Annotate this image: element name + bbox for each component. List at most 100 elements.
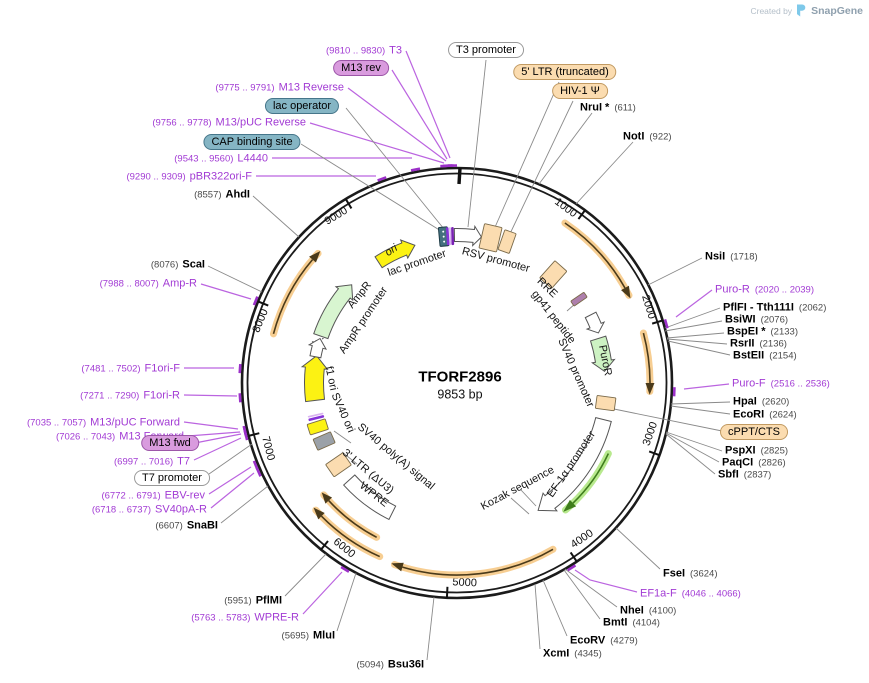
enzyme-label-noti[interactable]: NotI (922) [623, 129, 672, 144]
enzyme-name: AhdI [225, 188, 250, 201]
enzyme-label-nrui[interactable]: NruI * (611) [580, 100, 636, 115]
enzyme-label-hpai[interactable]: HpaI (2620) [733, 394, 789, 409]
enzyme-line-bsu36i [426, 596, 435, 661]
enzyme-name: BstEII [733, 349, 765, 362]
enzyme-label-scai[interactable]: (8076) ScaI [151, 257, 205, 272]
enzyme-label-fsei[interactable]: FseI (3624) [663, 566, 717, 581]
f1-ori-arrow[interactable] [300, 355, 329, 403]
enzyme-pos: (4100) [648, 605, 677, 617]
cap-binding-site-feature-dot-1 [442, 235, 445, 238]
puror-arrow[interactable] [589, 335, 616, 373]
enzyme-label-nhei[interactable]: NheI (4100) [620, 603, 676, 618]
m13-rev-stripe-shape [451, 227, 455, 246]
enzyme-name: EcoRI [733, 408, 765, 421]
primer-name: F1ori-R [143, 389, 180, 402]
primer-label-pbr322ori-f[interactable]: (9290 .. 9309) pBR322ori-F [126, 169, 252, 184]
enzyme-line-sbfi [665, 433, 716, 475]
primer-stripe-b[interactable] [307, 412, 324, 418]
feature-chip-5-ltr-truncated[interactable]: 5' LTR (truncated) [513, 64, 617, 80]
enzyme-line-pspxi [665, 431, 723, 452]
enzyme-label-bsiwi[interactable]: BsiWI (2076) [725, 312, 788, 327]
primer-label-l4440[interactable]: (9543 .. 9560) L4440 [174, 151, 268, 166]
enzyme-label-bspei[interactable]: BspEI * (2133) [727, 324, 798, 339]
primer-range: (9543 .. 9560) [174, 153, 234, 165]
primer-label-m13-reverse[interactable]: (9775 .. 9791) M13 Reverse [215, 80, 344, 95]
primer-label-f1ori-f[interactable]: (7481 .. 7502) F1ori-F [81, 361, 180, 376]
primer-label-ef1a-f[interactable]: EF1a-F (4046 .. 4066) [640, 586, 741, 601]
enzyme-name: SbfI [718, 468, 739, 481]
feature-chip-t3-promoter[interactable]: T3 promoter [448, 42, 524, 58]
primer-site-mark-ef1a-f [567, 564, 577, 572]
gp41-peptide-box[interactable] [570, 292, 588, 307]
sv40-polya-box[interactable] [312, 431, 336, 451]
enzyme-label-ahdi[interactable]: (8557) AhdI [194, 187, 250, 202]
enzyme-line-bsiwi [664, 320, 723, 332]
primer-range: (2020 .. 2039) [754, 284, 814, 296]
primer-label-amp-r[interactable]: (7988 .. 8007) Amp-R [100, 276, 197, 291]
enzyme-label-xcmi[interactable]: XcmI (4345) [543, 646, 602, 661]
enzyme-label-bsteii[interactable]: BstEII (2154) [733, 348, 797, 363]
enzyme-label-pspxi[interactable]: PspXI (2825) [725, 443, 788, 458]
primer-range: (7271 .. 7290) [80, 390, 140, 402]
feature-chip-t7-promoter[interactable]: T7 promoter [134, 470, 210, 486]
enzyme-label-nsii[interactable]: NsiI (1718) [705, 249, 758, 264]
primer-label-puro-f[interactable]: Puro-F (2516 .. 2536) [732, 376, 830, 391]
primer-label-sv40pa-r[interactable]: (6718 .. 6737) SV40pA-R [92, 502, 207, 517]
5-ltr-truncated-box[interactable] [478, 223, 503, 253]
enzyme-label-rsrii[interactable]: RsrII (2136) [730, 336, 787, 351]
ef1a-promoter-band[interactable] [537, 416, 612, 512]
enzyme-label-snabi[interactable]: (6607) SnaBI [155, 518, 218, 533]
m13-rev-stripe[interactable] [451, 227, 455, 246]
ampr-promoter-arrow[interactable] [307, 337, 328, 359]
lac-operator-stripe[interactable] [445, 227, 450, 246]
enzyme-label-ecori[interactable]: EcoRI (2624) [733, 407, 797, 422]
sv40-ori-box[interactable] [306, 418, 329, 436]
rre-box[interactable] [539, 260, 567, 289]
hiv-1-psi-box[interactable] [497, 229, 517, 254]
feature-label-sv40-promoter[interactable]: SV40 promoter [555, 337, 596, 410]
primer-range: (9810 .. 9830) [326, 45, 386, 57]
primer-label-m13-puc-forward[interactable]: (7035 .. 7057) M13/pUC Forward [27, 415, 180, 430]
enzyme-label-pflfi-tth111i[interactable]: PflFI - Tth111I (2062) [723, 300, 826, 315]
feature-label-sv40-ori[interactable]: SV40 ori [329, 391, 357, 434]
primer-stripe-a[interactable] [308, 415, 325, 422]
enzyme-label-bsu36i[interactable]: (5094) Bsu36I [356, 657, 424, 672]
primer-label-t3[interactable]: (9810 .. 9830) T3 [326, 43, 402, 58]
enzyme-pos: (4279) [610, 635, 638, 647]
enzyme-pos: (8076) [150, 259, 179, 271]
sv40-promoter-arrow[interactable] [584, 311, 606, 334]
enzyme-label-bmti[interactable]: BmtI (4104) [603, 615, 660, 630]
feature-chip-m13-rev[interactable]: M13 rev [333, 60, 389, 76]
tick-mark-7000 [248, 432, 260, 437]
rsv-promoter-arrow[interactable] [453, 224, 483, 247]
lac-promoter-stripe[interactable] [449, 227, 452, 246]
enzyme-pos: (2136) [759, 338, 787, 350]
feature-label-f1-ori[interactable]: f1 ori [323, 365, 340, 391]
enzyme-pos: (2133) [770, 326, 798, 338]
enzyme-label-ecorv[interactable]: EcoRV (4279) [570, 633, 638, 648]
ori-arrow[interactable] [374, 239, 416, 269]
feature-chip-cap-binding-site[interactable]: CAP binding site [203, 134, 301, 150]
cppt-cts-box[interactable] [595, 395, 617, 412]
enzyme-label-sbfi[interactable]: SbfI (2837) [718, 467, 771, 482]
primer-label-wpre-r[interactable]: (5763 .. 5783) WPRE-R [191, 610, 299, 625]
feature-label-puror[interactable]: PuroR [596, 344, 614, 377]
enzyme-label-pflmi[interactable]: (5951) PflMI [224, 593, 282, 608]
primer-label-ebv-rev[interactable]: (6772 .. 6791) EBV-rev [101, 488, 205, 503]
primer-range: (7481 .. 7502) [81, 363, 141, 375]
enzyme-label-mlui[interactable]: (5695) MluI [282, 628, 335, 643]
feature-chip-m13-fwd[interactable]: M13 fwd [141, 435, 199, 451]
primer-label-f1ori-r[interactable]: (7271 .. 7290) F1ori-R [80, 388, 180, 403]
primer-label-t7[interactable]: (6997 .. 7016) T7 [114, 454, 190, 469]
3-ltr-du3-box[interactable] [325, 452, 352, 477]
primer-label-m13-puc-reverse[interactable]: (9756 .. 9778) M13/pUC Reverse [152, 115, 306, 130]
feature-chip-cppt-cts[interactable]: cPPT/CTS [720, 424, 788, 440]
feature-chip-hiv-1[interactable]: HIV-1 Ψ [552, 83, 608, 99]
ampr-arrow[interactable] [313, 284, 354, 340]
wpre-band[interactable] [342, 474, 397, 521]
enzyme-name: PflMI [255, 594, 282, 607]
primer-label-puro-r[interactable]: Puro-R (2020 .. 2039) [715, 282, 814, 297]
feature-chip-lac-operator[interactable]: lac operator [264, 98, 340, 114]
enzyme-label-paqci[interactable]: PaqCI (2826) [722, 455, 786, 470]
